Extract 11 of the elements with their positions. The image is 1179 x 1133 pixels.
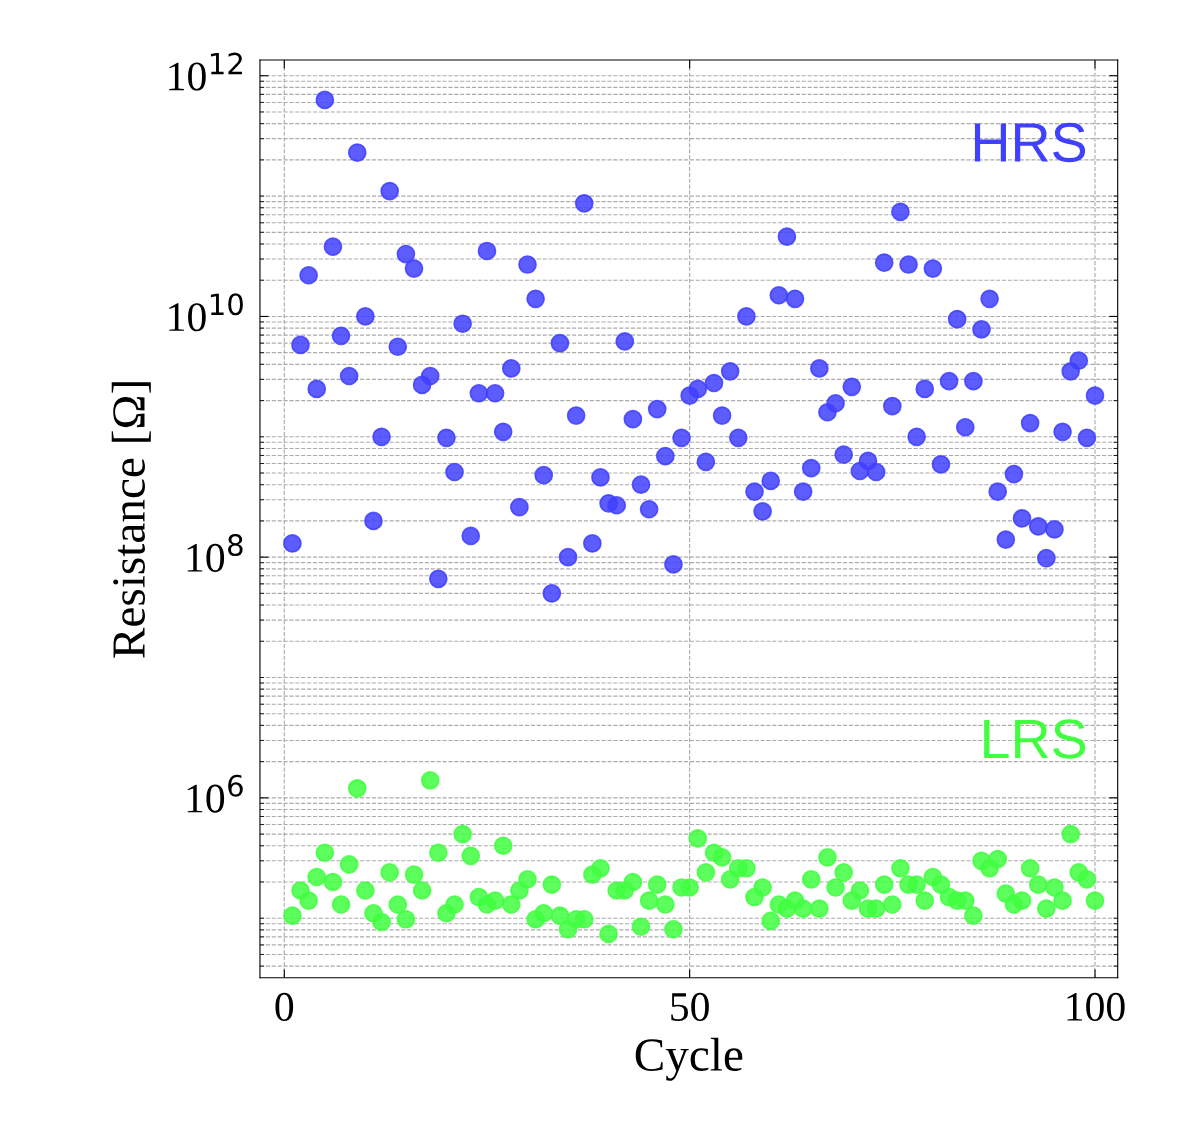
y-axis-title: Resistance [Ω] <box>111 382 151 658</box>
y-tick-label: 10$^{10}$ <box>169 293 243 332</box>
y-tick-label: 10$^{8}$ <box>187 533 243 572</box>
x-axis-title: Cycle <box>635 1037 743 1081</box>
y-tick-label: 10$^{12}$ <box>169 52 242 91</box>
x-tick-label: 50 <box>671 992 709 1021</box>
series-label: LRS <box>984 719 1086 759</box>
y-tick-label: 10$^{6}$ <box>187 774 243 813</box>
x-tick-label: 100 <box>1067 992 1125 1021</box>
series-label: HRS <box>974 122 1086 163</box>
x-tick-label: 0 <box>275 992 294 1021</box>
